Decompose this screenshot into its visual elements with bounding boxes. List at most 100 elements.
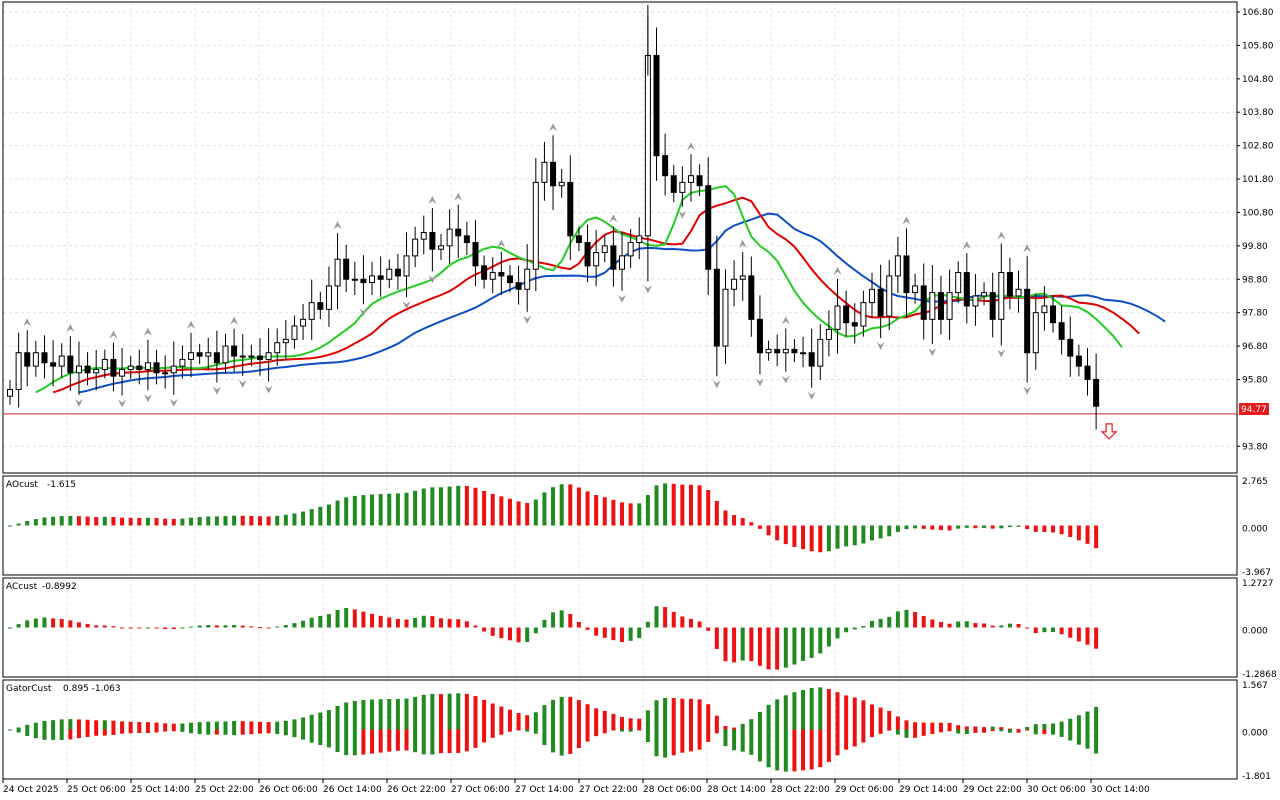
candle-body[interactable] bbox=[937, 292, 944, 320]
candle-body[interactable] bbox=[1006, 272, 1013, 297]
candle-body[interactable] bbox=[532, 181, 539, 270]
candle-body[interactable] bbox=[972, 295, 979, 307]
candle-body[interactable] bbox=[265, 352, 272, 360]
candle-body[interactable] bbox=[162, 372, 169, 375]
candle-body[interactable] bbox=[506, 275, 513, 284]
candle-body[interactable] bbox=[903, 255, 910, 294]
candle-body[interactable] bbox=[558, 181, 565, 187]
candle-body[interactable] bbox=[1015, 288, 1022, 297]
candle-body[interactable] bbox=[213, 352, 220, 364]
candle-body[interactable] bbox=[489, 272, 496, 280]
candle-body[interactable] bbox=[93, 368, 100, 374]
candle-body[interactable] bbox=[438, 245, 444, 250]
candle-body[interactable] bbox=[808, 352, 815, 367]
candle-body[interactable] bbox=[989, 292, 996, 320]
candle-body[interactable] bbox=[1093, 378, 1100, 407]
candle-body[interactable] bbox=[584, 242, 591, 267]
candle-body[interactable] bbox=[127, 365, 134, 370]
candle-body[interactable] bbox=[300, 318, 307, 327]
candle-body[interactable] bbox=[84, 365, 91, 374]
candle-body[interactable] bbox=[188, 352, 195, 360]
candle-body[interactable] bbox=[524, 268, 531, 290]
candle-body[interactable] bbox=[610, 245, 617, 270]
candle-body[interactable] bbox=[894, 255, 901, 277]
candle-body[interactable] bbox=[860, 302, 867, 327]
candle-body[interactable] bbox=[765, 348, 772, 354]
candle-body[interactable] bbox=[248, 355, 255, 358]
candle-body[interactable] bbox=[153, 362, 160, 374]
candle-body[interactable] bbox=[601, 245, 608, 254]
candle-body[interactable] bbox=[636, 235, 643, 244]
candle-body[interactable] bbox=[386, 268, 393, 280]
candle-body[interactable] bbox=[679, 181, 686, 193]
candle-body[interactable] bbox=[446, 228, 453, 247]
candle-body[interactable] bbox=[472, 242, 479, 267]
candle-body[interactable] bbox=[50, 362, 57, 367]
candle-body[interactable] bbox=[41, 352, 48, 364]
candle-body[interactable] bbox=[800, 352, 807, 355]
candle-body[interactable] bbox=[782, 348, 789, 354]
candle-body[interactable] bbox=[75, 365, 82, 374]
candle-body[interactable] bbox=[713, 268, 720, 347]
candle-body[interactable] bbox=[696, 175, 703, 187]
candle-body[interactable] bbox=[360, 278, 367, 284]
candle-body[interactable] bbox=[394, 268, 401, 277]
candle-body[interactable] bbox=[886, 275, 893, 317]
candle-body[interactable] bbox=[705, 185, 712, 270]
candle-body[interactable] bbox=[825, 328, 832, 340]
candle-body[interactable] bbox=[343, 258, 350, 280]
candle-body[interactable] bbox=[1041, 305, 1048, 314]
candle-body[interactable] bbox=[515, 282, 522, 290]
price-candles[interactable] bbox=[7, 4, 1100, 430]
candle-body[interactable] bbox=[101, 358, 108, 370]
candle-body[interactable] bbox=[170, 365, 177, 374]
candle-body[interactable] bbox=[58, 355, 65, 367]
candle-body[interactable] bbox=[912, 285, 919, 294]
candle-body[interactable] bbox=[369, 275, 376, 284]
candle-body[interactable] bbox=[687, 175, 694, 183]
candle-body[interactable] bbox=[550, 161, 557, 187]
candle-body[interactable] bbox=[412, 238, 419, 257]
candle-body[interactable] bbox=[541, 161, 548, 183]
candle-body[interactable] bbox=[32, 352, 39, 367]
candle-body[interactable] bbox=[739, 275, 746, 280]
candle-body[interactable] bbox=[843, 305, 850, 324]
candle-body[interactable] bbox=[179, 358, 186, 367]
candle-body[interactable] bbox=[136, 365, 143, 370]
candle-body[interactable] bbox=[593, 252, 600, 267]
candle-body[interactable] bbox=[239, 355, 246, 358]
candle-body[interactable] bbox=[998, 272, 1005, 320]
candle-body[interactable] bbox=[205, 352, 212, 357]
candle-body[interactable] bbox=[929, 292, 936, 320]
candle-body[interactable] bbox=[627, 242, 634, 257]
candle-body[interactable] bbox=[670, 175, 677, 193]
candle-body[interactable] bbox=[1075, 355, 1082, 367]
candle-body[interactable] bbox=[869, 288, 875, 304]
candle-body[interactable] bbox=[748, 275, 755, 320]
candle-body[interactable] bbox=[144, 362, 151, 370]
candle-body[interactable] bbox=[222, 345, 229, 364]
candle-body[interactable] bbox=[774, 348, 781, 354]
candle-body[interactable] bbox=[653, 54, 660, 157]
candle-body[interactable] bbox=[851, 322, 858, 327]
candle-body[interactable] bbox=[274, 342, 281, 354]
candle-body[interactable] bbox=[15, 352, 22, 390]
candle-body[interactable] bbox=[1067, 338, 1074, 357]
candle-body[interactable] bbox=[756, 318, 763, 354]
candle-body[interactable] bbox=[619, 255, 626, 270]
candle-body[interactable] bbox=[429, 231, 436, 250]
candle-body[interactable] bbox=[403, 255, 410, 277]
candle-body[interactable] bbox=[7, 388, 13, 397]
candle-body[interactable] bbox=[1032, 312, 1039, 354]
candle-body[interactable] bbox=[963, 272, 970, 307]
candle-body[interactable] bbox=[1084, 365, 1091, 380]
candle-body[interactable] bbox=[24, 352, 31, 367]
candle-body[interactable] bbox=[308, 302, 315, 320]
candle-body[interactable] bbox=[377, 275, 384, 280]
candle-body[interactable] bbox=[817, 338, 824, 367]
candle-body[interactable] bbox=[481, 265, 488, 280]
candle-body[interactable] bbox=[575, 235, 582, 244]
candle-body[interactable] bbox=[291, 325, 298, 340]
candle-body[interactable] bbox=[981, 292, 988, 297]
